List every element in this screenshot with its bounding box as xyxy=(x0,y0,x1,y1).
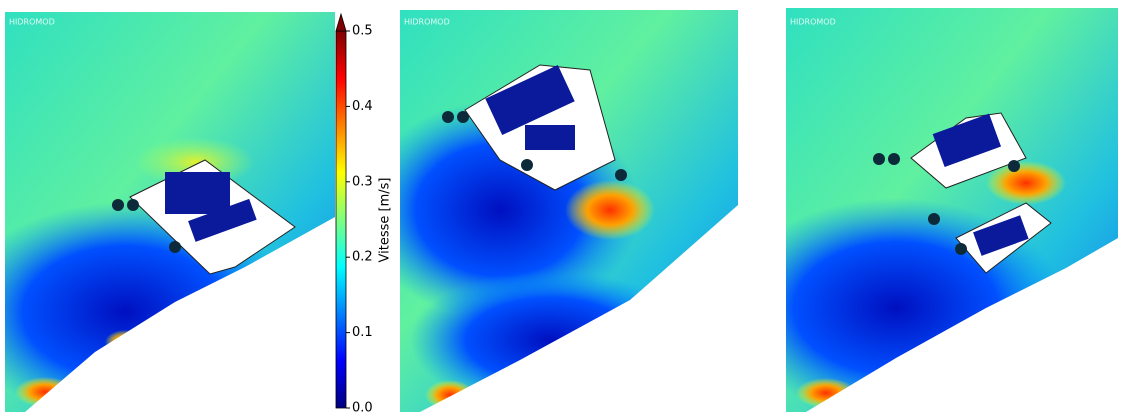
colorbar-tick-label: 0.5 xyxy=(352,24,373,39)
colorbar xyxy=(336,31,346,408)
colorbar-tick-label: 0.2 xyxy=(352,250,373,265)
panel: HIDROMOD xyxy=(360,10,738,412)
watermark: HIDROMOD xyxy=(404,18,450,27)
colorbar-label: Vitesse [m/s] xyxy=(378,178,393,263)
colorbar-tick-label: 0.3 xyxy=(352,174,373,189)
figure: HIDROMOD HIDROMOD HIDROMOD Vitesse [m/s]… xyxy=(0,0,1122,412)
panel: HIDROMOD xyxy=(726,8,1118,412)
panel: HIDROMOD xyxy=(0,12,335,412)
colorbar-tick-label: 0.0 xyxy=(352,401,373,412)
colorbar-tick-label: 0.4 xyxy=(352,99,373,114)
colorbar-tick-label: 0.1 xyxy=(352,325,373,340)
watermark: HIDROMOD xyxy=(790,18,836,27)
watermark: HIDROMOD xyxy=(9,18,55,27)
colorbar-extend xyxy=(336,14,346,31)
